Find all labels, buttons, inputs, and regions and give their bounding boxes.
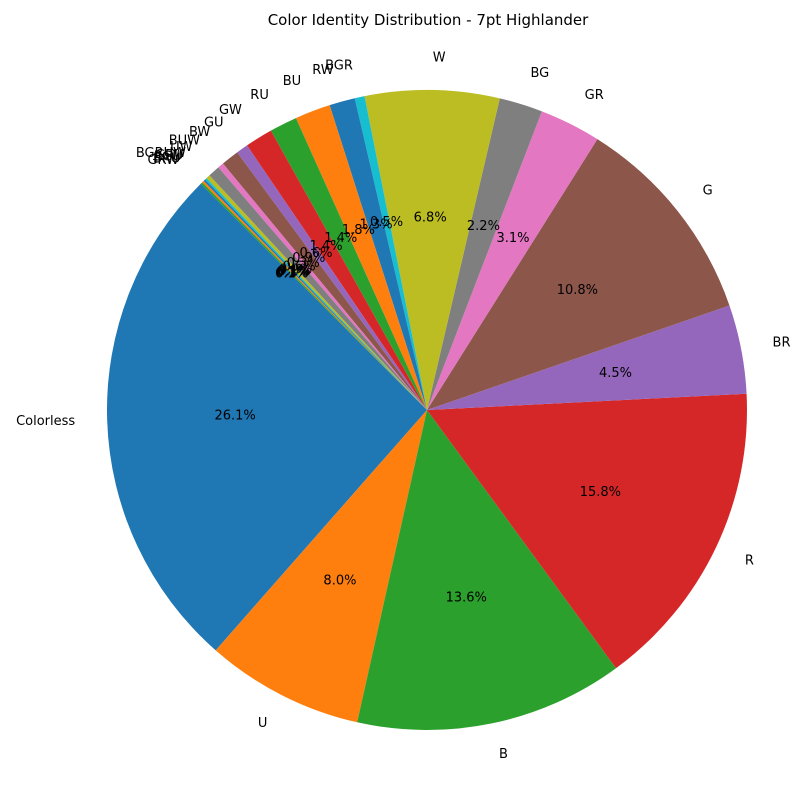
pct-label-gw: 1.4%: [310, 239, 343, 254]
pct-label-br: 4.5%: [599, 366, 632, 381]
slice-label-colorless: Colorless: [16, 414, 75, 429]
pct-label-gr: 3.1%: [496, 231, 529, 246]
pct-label-bw: 0.9%: [292, 251, 325, 266]
pct-label-bru: 0.1%: [276, 265, 309, 280]
pct-label-colorless: 26.1%: [214, 409, 255, 424]
pct-label-bgu: 0.1%: [277, 265, 310, 280]
slice-label-gw: GW: [219, 103, 242, 118]
slice-label-bgu: BGU: [154, 150, 182, 165]
pie-slice-bu: [295, 105, 427, 410]
pct-label-ru: 1.4%: [324, 231, 357, 246]
pie-slice-bw: [222, 152, 427, 410]
pie-slice-u: [215, 410, 427, 723]
slice-label-bgruw: BGRUW: [136, 146, 186, 161]
pct-label-gru: 0.1%: [278, 264, 311, 279]
pie-slice-rw: [329, 98, 427, 410]
pie-slice-gw: [246, 130, 427, 410]
pie-slice-bgr: [354, 96, 427, 410]
slice-label-rw: RW: [312, 63, 334, 78]
slice-label-b: B: [499, 747, 508, 762]
slice-label-bg: BG: [530, 66, 549, 81]
pie-slice-bgruw: [206, 175, 427, 410]
pct-label-bu: 1.8%: [342, 223, 375, 238]
pct-label-g: 10.8%: [557, 283, 598, 298]
pie-slice-r: [427, 393, 747, 669]
pie-slice-colorless: [107, 183, 427, 651]
pct-label-bg: 2.2%: [467, 219, 500, 234]
pie-slice-br: [427, 305, 747, 410]
pie-slice-grw: [200, 182, 427, 410]
pct-label-uw: 0.6%: [283, 259, 316, 274]
slice-label-gru: GRU: [155, 148, 184, 163]
slice-label-uw: UW: [170, 140, 193, 155]
pct-label-u: 8.0%: [323, 574, 356, 589]
pct-label-w: 6.8%: [414, 211, 447, 226]
slice-labels: ColorlessUBRBRGGRBGWBGRRWBURUGWGUBWBUWUW…: [16, 51, 790, 763]
pie-slices: [107, 90, 747, 730]
slice-label-w: W: [433, 51, 446, 66]
pie-slice-gr: [427, 111, 598, 410]
slice-label-bu: BU: [283, 74, 301, 89]
pie-slice-buw: [218, 163, 427, 410]
slice-label-bgr: BGR: [325, 58, 353, 73]
slice-label-gu: GU: [204, 115, 224, 130]
slice-label-r: R: [745, 554, 754, 569]
pct-label-grw: 0.1%: [275, 266, 308, 281]
pct-label-r: 15.8%: [580, 485, 621, 500]
pct-label-gu: 0.6%: [300, 246, 333, 261]
pie-slice-b: [357, 410, 617, 730]
slice-label-u: U: [258, 716, 268, 731]
pie-slice-uw: [209, 167, 427, 410]
slice-label-bru: BRU: [153, 151, 180, 166]
slice-label-bw: BW: [189, 125, 210, 140]
pie-slice-bg: [427, 98, 542, 410]
pct-label-bgruw: 0.2%: [279, 263, 312, 278]
slice-label-g: G: [703, 184, 713, 199]
slice-label-ru: RU: [250, 88, 269, 103]
pie-slice-w: [364, 90, 500, 410]
chart-title: Color Identity Distribution - 7pt Highla…: [267, 11, 589, 29]
pct-label-rw: 1.3%: [360, 217, 393, 232]
pie-slice-bgu: [203, 179, 427, 410]
percentage-labels: 26.1% 8.0% 13.6% 15.8% 4.5% 10.8% 3.1%2.2% 6.8%…: [214, 211, 632, 606]
pct-label-bgr: 0.5%: [370, 215, 403, 230]
slice-label-buw: BUW: [169, 133, 200, 148]
pie-slice-ru: [270, 118, 427, 410]
slice-label-gr: GR: [585, 88, 604, 103]
pie-slice-bru: [202, 180, 427, 410]
pct-label-buw: 0.3%: [287, 256, 320, 271]
pct-label-b: 13.6%: [446, 590, 487, 605]
pie-slice-gru: [205, 178, 427, 410]
pie-slice-gu: [237, 145, 427, 410]
pie-slice-g: [427, 139, 730, 411]
slice-label-br: BR: [773, 335, 791, 350]
slice-label-grw: GRW: [147, 153, 179, 168]
